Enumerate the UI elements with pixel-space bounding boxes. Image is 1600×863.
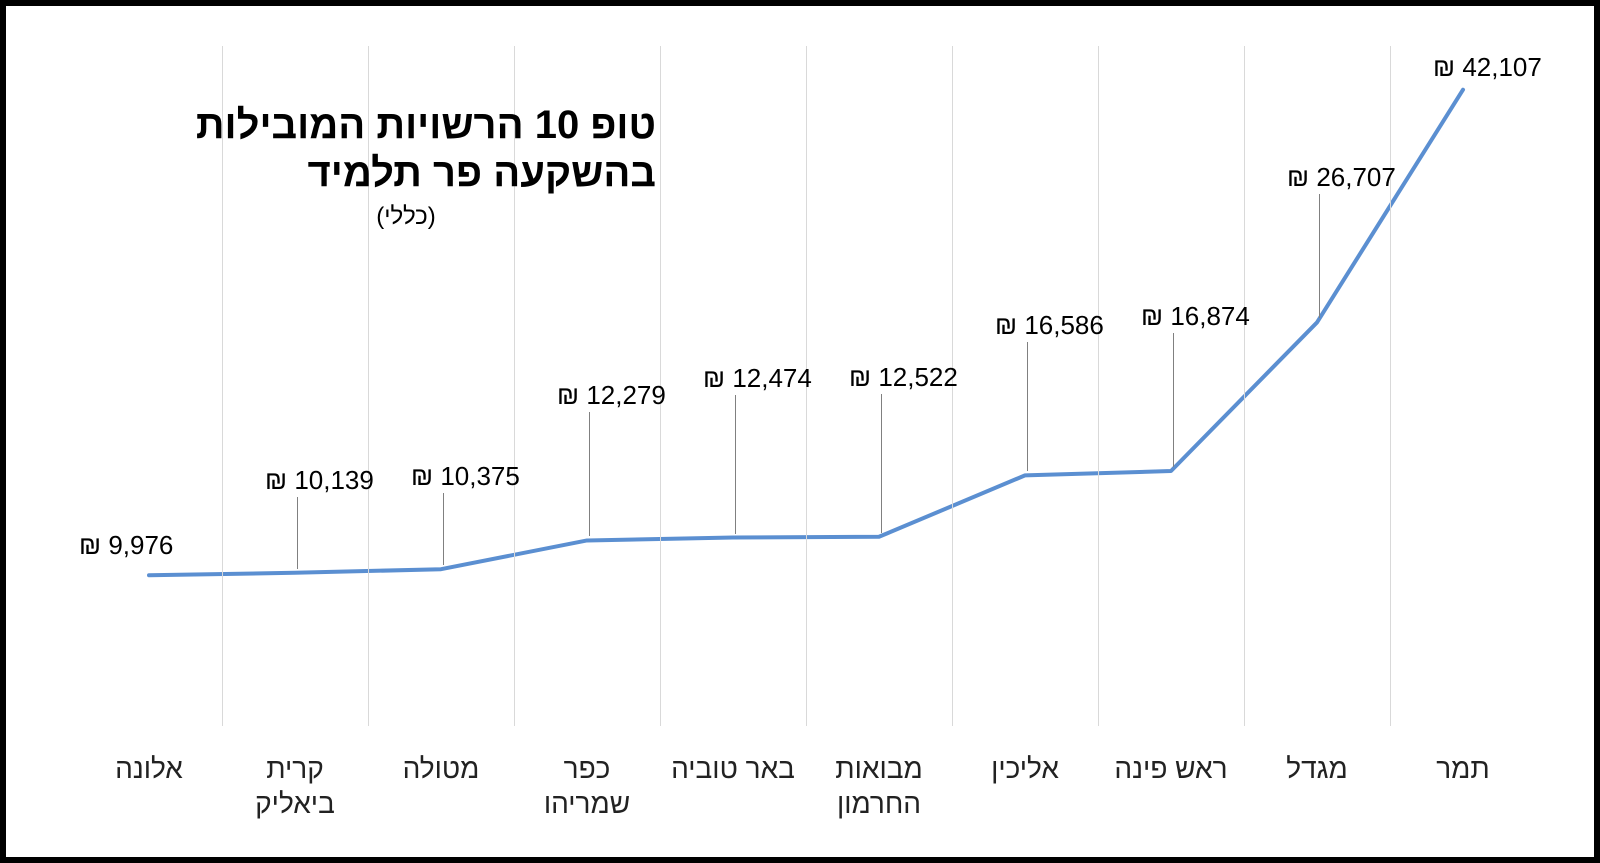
leader-line	[735, 395, 736, 534]
title-line-1: טופ 10 הרשויות המובילות	[196, 103, 656, 147]
leader-line	[1027, 342, 1028, 471]
data-label: 42,107 ₪	[1433, 52, 1542, 83]
data-label: 16,586 ₪	[995, 310, 1104, 341]
data-label: 12,474 ₪	[703, 363, 812, 394]
chart-frame: טופ 10 הרשויות המובילות בהשקעה פר תלמיד …	[0, 0, 1600, 863]
chart-title: טופ 10 הרשויות המובילות בהשקעה פר תלמיד	[156, 101, 656, 197]
x-axis-label: תמר	[1436, 751, 1490, 786]
leader-line	[1319, 194, 1320, 318]
x-axis-label: באר טוביה	[671, 751, 795, 786]
x-axis-label: מבואות החרמון	[835, 751, 922, 821]
x-axis-label: מטולה	[403, 751, 480, 786]
gridline	[1098, 46, 1099, 726]
data-label: 10,139 ₪	[265, 465, 374, 496]
x-axis-label: אלונה	[115, 751, 183, 786]
data-label: 16,874 ₪	[1141, 301, 1250, 332]
x-axis-label: מגדל	[1286, 751, 1347, 786]
leader-line	[297, 497, 298, 569]
gridline	[1390, 46, 1391, 726]
data-label: 12,522 ₪	[849, 362, 958, 393]
leader-line	[1173, 333, 1174, 467]
data-label: 10,375 ₪	[411, 461, 520, 492]
leader-line	[443, 493, 444, 565]
data-label: 26,707 ₪	[1287, 162, 1396, 193]
x-axis-label: ראש פינה	[1114, 751, 1227, 786]
gridline	[1244, 46, 1245, 726]
data-label: 9,976 ₪	[79, 530, 173, 561]
x-axis-label: כפר שמריהו	[544, 751, 630, 821]
x-axis-label: אליכין	[991, 751, 1059, 786]
chart-subtitle: (כללי)	[156, 203, 656, 231]
data-label: 12,279 ₪	[557, 380, 666, 411]
x-axis-label: קרית ביאליק	[255, 751, 335, 821]
title-line-2: בהשקעה פר תלמיד	[308, 151, 656, 195]
leader-line	[881, 394, 882, 533]
leader-line	[589, 412, 590, 536]
